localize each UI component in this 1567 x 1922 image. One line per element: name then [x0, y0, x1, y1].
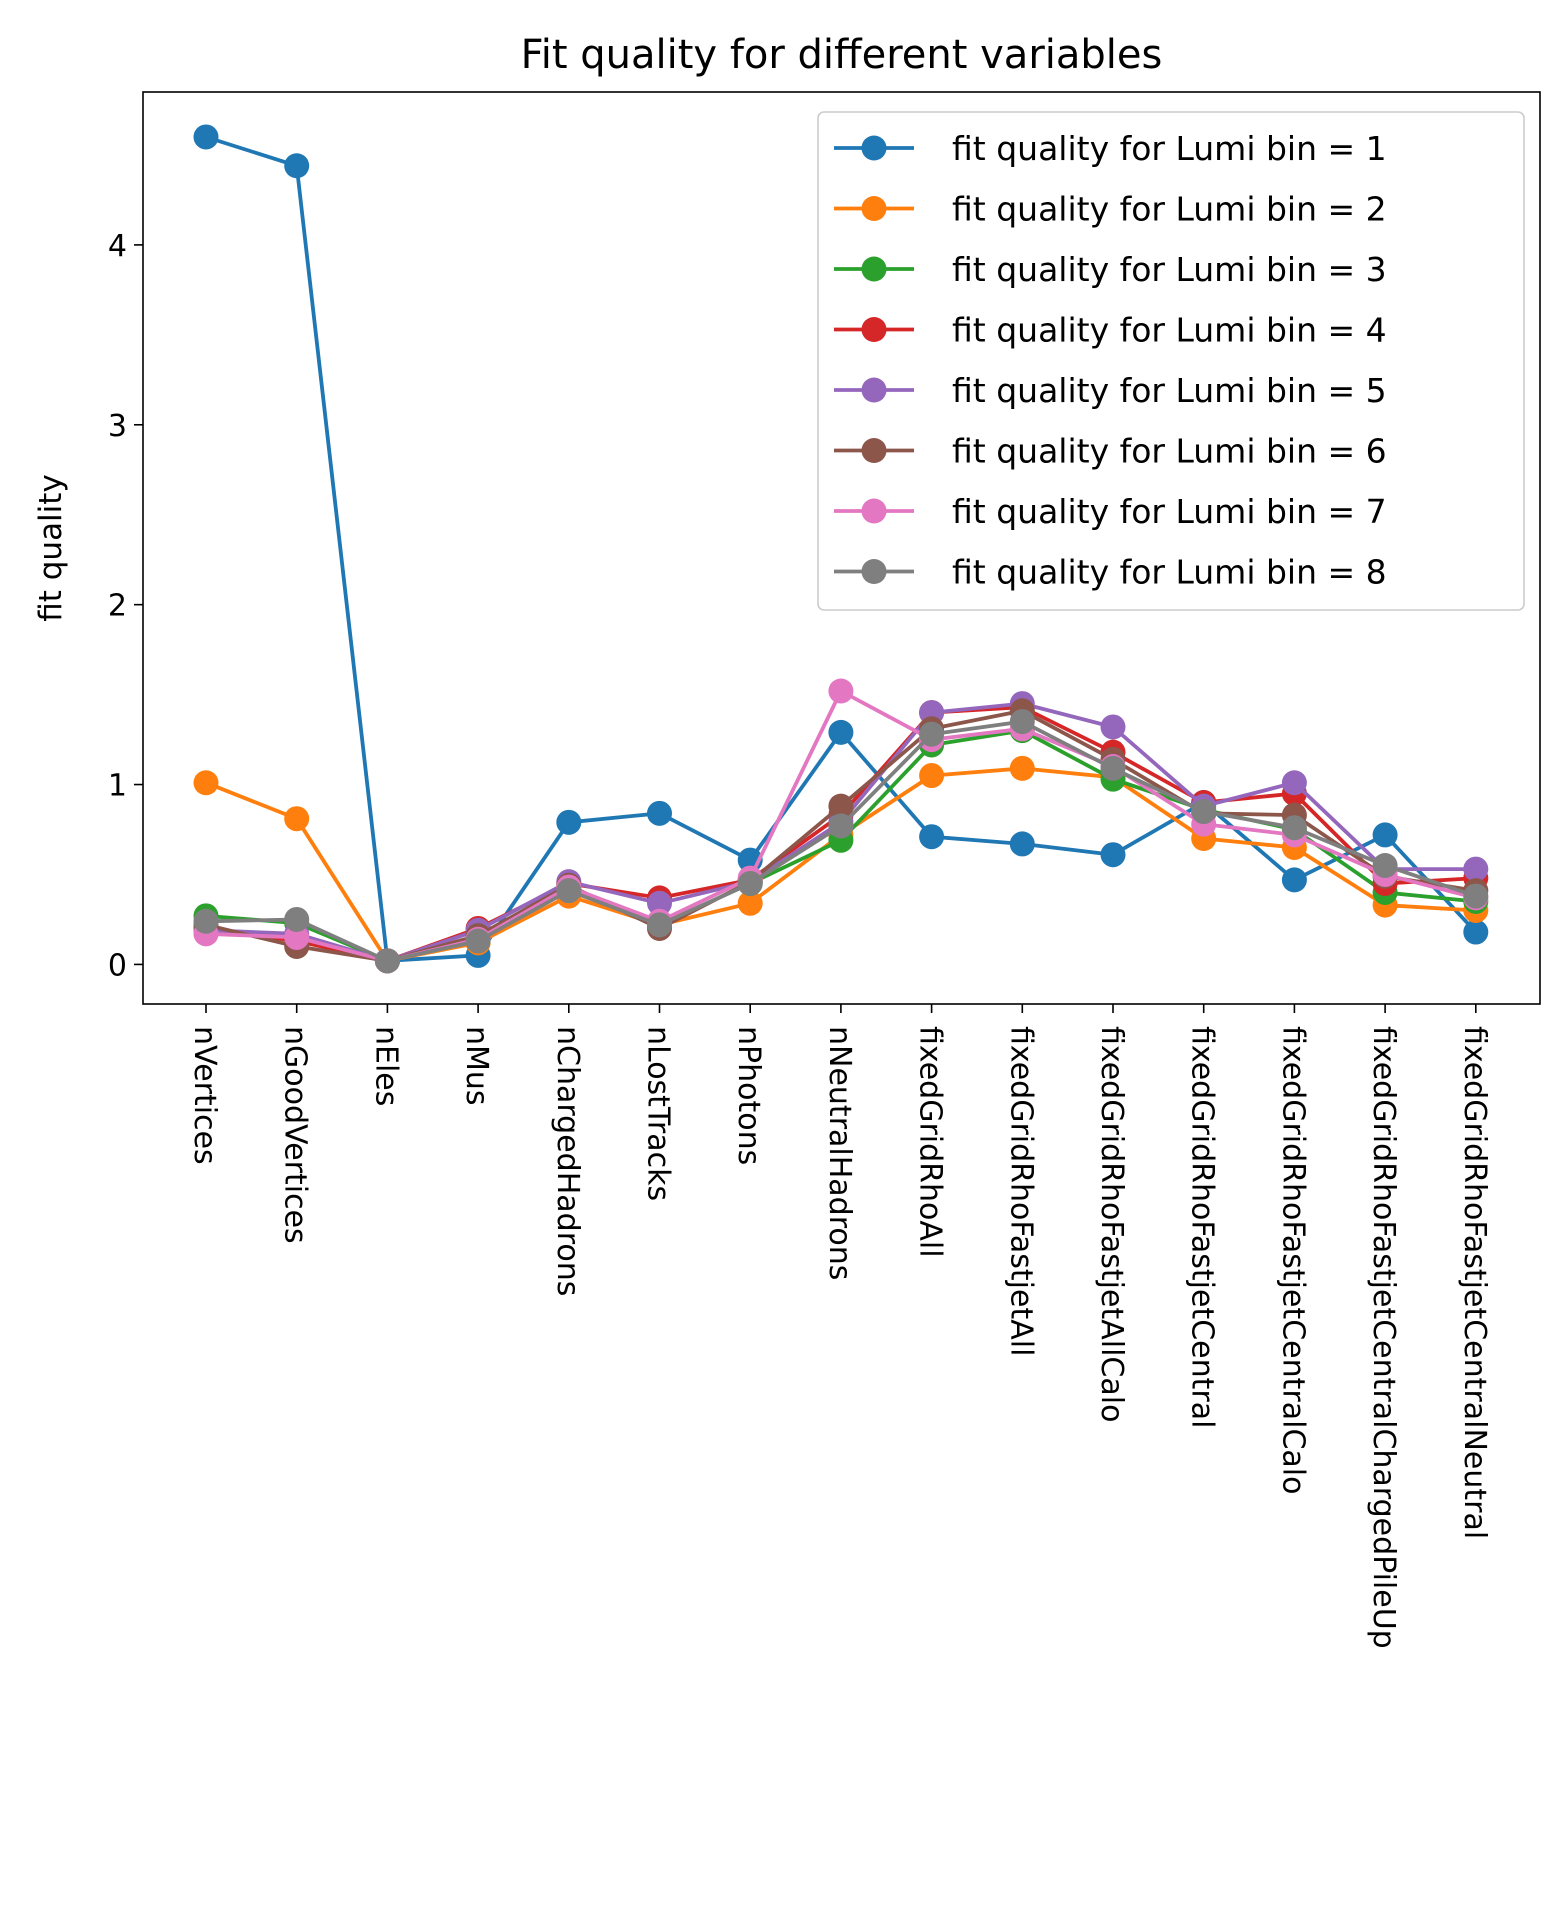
x-tick-label: fixedGridRhoFastjetCentralCalo — [1275, 1026, 1310, 1495]
legend-label: fit quality for Lumi bin = 5 — [952, 371, 1387, 410]
legend-item: fit quality for Lumi bin = 5 — [834, 371, 1387, 410]
x-tick-label: nGoodVertices — [278, 1026, 313, 1244]
legend-label: fit quality for Lumi bin = 7 — [952, 492, 1387, 531]
x-tick-label: nLostTracks — [641, 1026, 676, 1201]
data-point — [828, 719, 854, 745]
x-tick-label: fixedGridRhoFastjetCentralChargedPileUp — [1366, 1026, 1401, 1649]
data-point — [1100, 714, 1126, 740]
legend-item: fit quality for Lumi bin = 2 — [834, 190, 1387, 229]
data-point — [647, 890, 672, 916]
data-point — [284, 924, 310, 950]
chart-title: Fit quality for different variables — [521, 32, 1163, 78]
data-point — [193, 770, 219, 796]
y-axis-label: fit quality — [33, 474, 69, 622]
x-axis: nVertices nGoodVertices nEles nMus nChargedH… — [187, 1004, 1492, 1649]
y-tick-label: 1 — [108, 769, 127, 804]
x-tick-label: fixedGridRhoAll — [913, 1026, 948, 1258]
x-tick-label: nVertices — [187, 1026, 222, 1165]
x-tick-label: fixedGridRhoFastjetAll — [1003, 1026, 1038, 1356]
data-point — [374, 948, 400, 974]
legend-item: fit quality for Lumi bin = 7 — [834, 492, 1387, 531]
legend-box — [817, 111, 1525, 611]
data-point — [284, 806, 310, 832]
legend-marker — [861, 196, 887, 221]
series-8 — [193, 709, 1489, 974]
data-point — [1100, 755, 1126, 781]
legend-label: fit quality for Lumi bin = 4 — [952, 311, 1387, 350]
legend-label: fit quality for Lumi bin = 8 — [952, 553, 1387, 592]
x-tick-label: fixedGridRhoFastjetAllCalo — [1094, 1026, 1129, 1422]
data-point — [919, 824, 945, 850]
data-point — [193, 124, 219, 150]
data-point — [1463, 856, 1489, 882]
x-tick-label: nMus — [459, 1026, 494, 1106]
y-tick-label: 0 — [108, 948, 127, 983]
y-tick-label: 3 — [108, 409, 127, 444]
legend-marker — [861, 317, 887, 342]
data-point — [1100, 842, 1126, 868]
legend-label: fit quality for Lumi bin = 3 — [952, 250, 1387, 289]
y-tick-label: 2 — [108, 589, 127, 624]
data-point — [284, 906, 310, 932]
legend-label: fit quality for Lumi bin = 2 — [952, 190, 1387, 229]
x-tick-label: fixedGridRhoFastjetCentral — [1185, 1026, 1220, 1428]
data-point — [1191, 799, 1217, 825]
legend-label: fit quality for Lumi bin = 1 — [952, 129, 1387, 168]
data-point — [828, 678, 854, 704]
data-point — [193, 908, 219, 934]
x-tick-label: nChargedHadrons — [550, 1026, 585, 1296]
data-point — [919, 721, 945, 747]
data-point — [1281, 770, 1307, 796]
legend-item: fit quality for Lumi bin = 1 — [834, 129, 1387, 168]
data-point — [1009, 755, 1035, 781]
x-tick-label: nPhotons — [731, 1026, 766, 1165]
data-point — [1372, 822, 1398, 848]
data-point — [919, 763, 945, 789]
legend-marker — [861, 256, 887, 282]
legend-marker — [861, 135, 887, 161]
data-point — [556, 878, 582, 904]
data-point — [1463, 883, 1489, 909]
y-axis: 0 1 2 3 4 — [108, 229, 143, 983]
legend-label: fit quality for Lumi bin = 6 — [952, 432, 1387, 471]
x-tick-label: fixedGridRhoFastjetCentralNeutral — [1457, 1026, 1492, 1539]
y-tick-label: 4 — [108, 229, 127, 264]
legend-marker — [861, 559, 887, 584]
legend-item: fit quality for Lumi bin = 3 — [834, 250, 1387, 289]
data-point — [1009, 831, 1035, 857]
legend: fit quality for Lumi bin = 1 fit quality … — [817, 111, 1525, 611]
data-point — [647, 912, 672, 938]
legend-item: fit quality for Lumi bin = 8 — [834, 553, 1387, 592]
data-point — [737, 890, 763, 916]
legend-item: fit quality for Lumi bin = 6 — [834, 432, 1387, 471]
series-lines — [193, 124, 1489, 974]
data-point — [1281, 867, 1307, 893]
legend-marker — [861, 438, 887, 463]
data-point — [1009, 709, 1035, 735]
data-point — [1281, 815, 1307, 841]
data-point — [556, 809, 582, 835]
x-tick-label: nNeutralHadrons — [822, 1026, 857, 1280]
x-tick-label: nEles — [368, 1026, 403, 1106]
legend-marker — [861, 377, 887, 403]
data-point — [828, 813, 854, 839]
data-point — [1463, 919, 1489, 945]
data-point — [828, 793, 854, 819]
data-point — [284, 153, 310, 179]
legend-marker — [861, 498, 887, 524]
data-point — [1372, 852, 1398, 878]
data-point — [465, 928, 491, 954]
data-point — [737, 870, 763, 896]
legend-item: fit quality for Lumi bin = 4 — [834, 311, 1387, 350]
data-point — [647, 800, 672, 826]
